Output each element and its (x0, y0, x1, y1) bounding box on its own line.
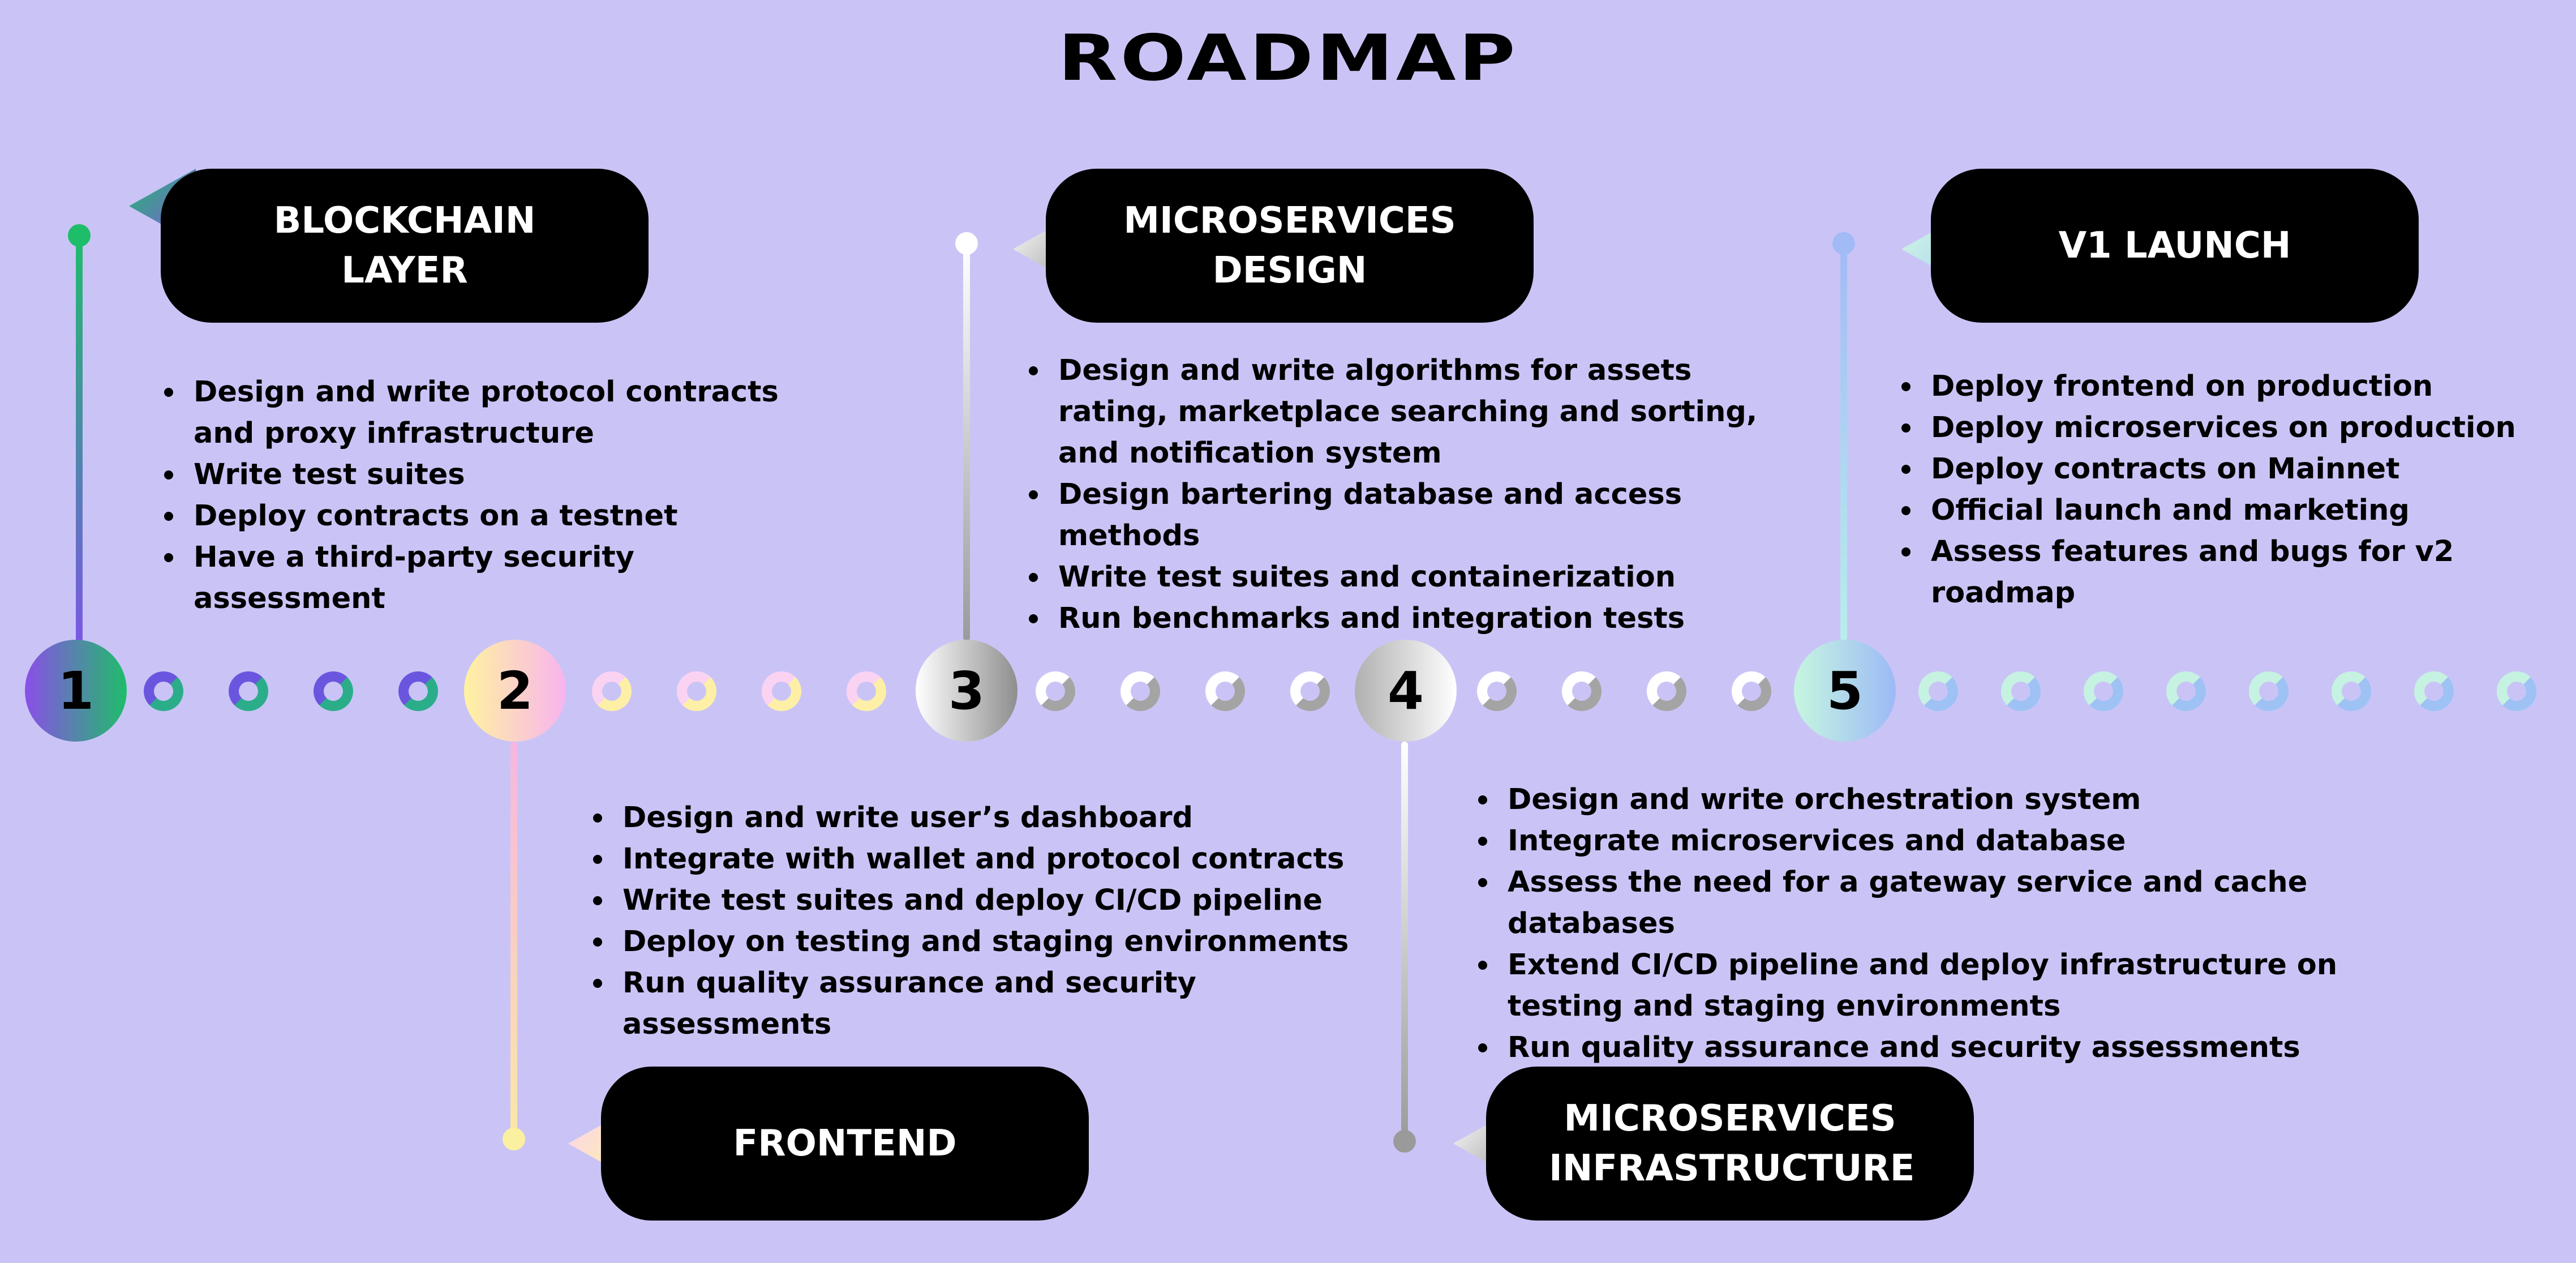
phase-1-task: Write test suites (160, 454, 827, 495)
timeline-ring (1205, 671, 1245, 711)
phase-4-task: Run quality assurance and security asses… (1474, 1027, 2356, 1068)
phase-5-connector-dot (1832, 232, 1855, 255)
phase-2-connector-dot (503, 1128, 525, 1150)
phase-3-heading: MICROSERVICES DESIGN (1123, 200, 1456, 292)
timeline-ring (592, 671, 632, 711)
phase-2-heading: FRONTEND (733, 1123, 957, 1164)
phase-4-task-list: Design and write orchestration system In… (1474, 779, 2356, 1068)
phase-3-task-list: Design and write algorithms for assets r… (1024, 350, 1771, 639)
timeline-ring (1562, 671, 1602, 711)
timeline-ring (2497, 671, 2536, 711)
phase-2-task: Integrate with wallet and protocol contr… (589, 838, 1381, 880)
phase-3-task: Write test suites and containerization (1024, 556, 1771, 598)
phase-4-heading-pill: MICROSERVICES INFRASTRUCTURE (1486, 1067, 1974, 1221)
page-title: ROADMAP (1058, 22, 1518, 95)
phase-3-number-marker: 3 (916, 640, 1017, 742)
timeline-ring (1477, 671, 1517, 711)
phase-2-number-marker: 2 (464, 640, 566, 742)
phase-2-task-list: Design and write user’s dashboard Integr… (589, 797, 1381, 1045)
phase-5-task: Deploy contracts on Mainnet (1897, 448, 2570, 490)
phase-5-connector (1840, 245, 1847, 641)
phase-5-task: Assess features and bugs for v2 roadmap (1897, 531, 2570, 614)
phase-1-task: Deploy contracts on a testnet (160, 495, 827, 537)
phase-5-task: Official launch and marketing (1897, 490, 2570, 531)
phase-3-task: Design bartering database and access met… (1024, 474, 1771, 556)
phase-1-task: Have a third-party security assessment (160, 537, 827, 619)
phase-5-task: Deploy frontend on production (1897, 366, 2570, 407)
phase-1-heading: BLOCKCHAIN LAYER (273, 200, 536, 292)
phase-5-task: Deploy microservices on production (1897, 407, 2570, 448)
phase-4-task: Assess the need for a gateway service an… (1474, 862, 2356, 944)
phase-4-task: Design and write orchestration system (1474, 779, 2356, 820)
timeline-ring (2414, 671, 2454, 711)
phase-1-task-list: Design and write protocol contracts and … (160, 371, 827, 619)
phase-2-connector (510, 742, 517, 1138)
phase-3-task: Run benchmarks and integration tests (1024, 598, 1771, 639)
timeline-ring (677, 671, 716, 711)
timeline-ring (1918, 671, 1958, 711)
phase-1-connector-dot (68, 224, 91, 247)
phase-3-heading-pill: MICROSERVICES DESIGN (1046, 169, 1534, 323)
phase-4-connector (1401, 742, 1408, 1144)
phase-3-connector (963, 245, 970, 641)
timeline-ring (2166, 671, 2206, 711)
phase-3-connector-dot (955, 232, 978, 255)
phase-2-task: Design and write user’s dashboard (589, 797, 1381, 838)
timeline-ring (2001, 671, 2041, 711)
timeline-ring (2332, 671, 2371, 711)
timeline-ring (398, 671, 438, 711)
phase-1-heading-pill: BLOCKCHAIN LAYER (161, 169, 649, 323)
phase-4-connector-dot (1393, 1130, 1416, 1153)
timeline-ring (1290, 671, 1330, 711)
timeline-ring (1036, 671, 1075, 711)
phase-2-task: Run quality assurance and security asses… (589, 962, 1381, 1045)
phase-2-task: Deploy on testing and staging environmen… (589, 921, 1381, 962)
timeline-ring (762, 671, 801, 711)
timeline-ring (1647, 671, 1686, 711)
timeline-ring (2249, 671, 2289, 711)
phase-1-number-marker: 1 (25, 640, 127, 742)
timeline-ring (1732, 671, 1771, 711)
timeline-ring (847, 671, 886, 711)
phase-5-heading-pill: V1 LAUNCH (1931, 169, 2419, 323)
phase-4-task: Extend CI/CD pipeline and deploy infrast… (1474, 944, 2356, 1027)
timeline-ring (144, 671, 183, 711)
phase-4-task: Integrate microservices and database (1474, 820, 2356, 862)
phase-1-connector (76, 232, 83, 651)
phase-5-heading: V1 LAUNCH (2058, 225, 2291, 267)
timeline-ring (1120, 671, 1160, 711)
timeline-ring (229, 671, 268, 711)
phase-4-heading: MICROSERVICES INFRASTRUCTURE (1549, 1098, 1915, 1189)
timeline-ring (2084, 671, 2123, 711)
phase-3-task: Design and write algorithms for assets r… (1024, 350, 1771, 474)
timeline-ring (314, 671, 353, 711)
phase-1-task: Design and write protocol contracts and … (160, 371, 827, 454)
phase-5-number-marker: 5 (1794, 640, 1896, 742)
phase-4-number-marker: 4 (1355, 640, 1457, 742)
phase-2-heading-pill: FRONTEND (601, 1067, 1089, 1221)
phase-5-task-list: Deploy frontend on production Deploy mic… (1897, 366, 2570, 614)
phase-2-task: Write test suites and deploy CI/CD pipel… (589, 880, 1381, 921)
